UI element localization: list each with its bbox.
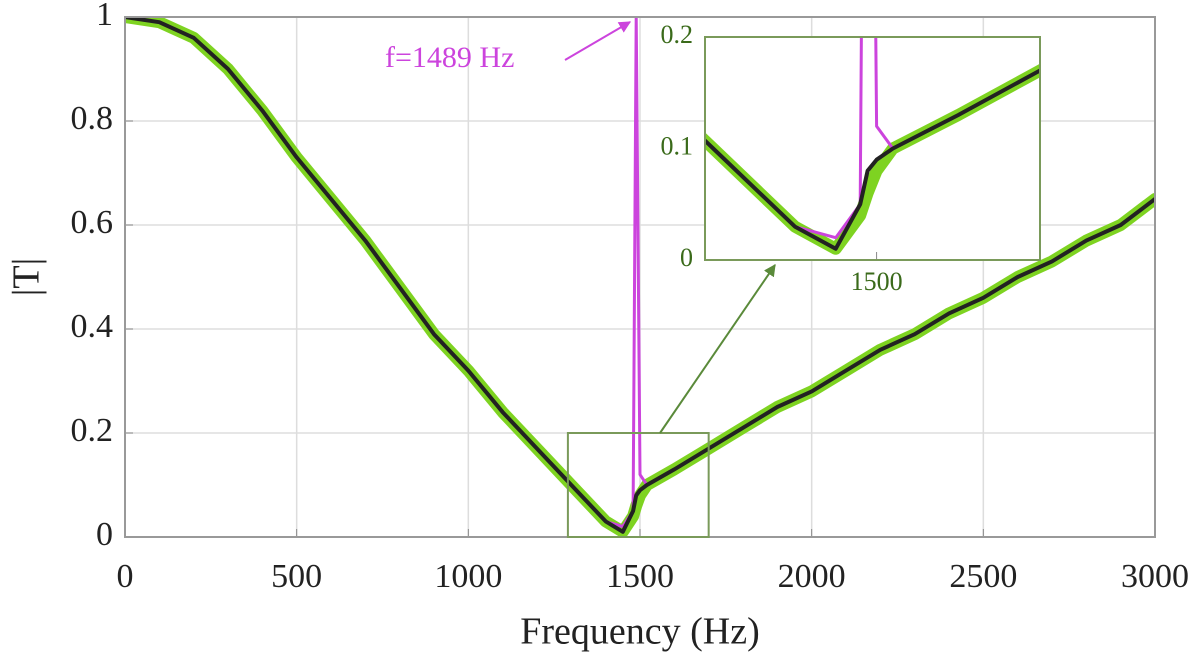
x-axis-label: Frequency (Hz)	[520, 611, 760, 653]
line-series	[125, 17, 1155, 534]
series-group	[125, 17, 1155, 537]
y-tick-label: 0.6	[71, 204, 114, 241]
y-tick-label: 0	[680, 243, 693, 272]
line-series	[705, 63, 1040, 255]
x-tick-label: 1000	[434, 558, 502, 595]
line-series	[705, 68, 1040, 251]
y-tick-label: 0.4	[71, 308, 114, 345]
zoom-arrow	[659, 264, 776, 434]
y-tick-label: 0.2	[71, 412, 114, 449]
annotation-arrow	[564, 21, 632, 61]
x-tick-label: 1500	[606, 558, 674, 595]
series-group	[705, 37, 1040, 255]
annotation: f=1489 Hz	[385, 41, 514, 74]
x-tick-label: 0	[117, 558, 134, 595]
x-tick-label: 500	[271, 558, 322, 595]
x-tick-label: 2500	[949, 558, 1017, 595]
x-tick-label: 3000	[1121, 558, 1189, 595]
plot-frame	[704, 36, 1041, 261]
y-tick-label: 1	[96, 0, 113, 33]
zoom-box	[566, 432, 710, 538]
y-tick-label: 0	[96, 516, 113, 553]
plot-background	[705, 37, 1040, 260]
x-tick-label: 2000	[778, 558, 846, 595]
y-tick-label: 0.2	[661, 20, 694, 49]
y-tick-label: 0.1	[661, 131, 694, 160]
x-tick-label: 1500	[851, 267, 903, 296]
y-axis-label: |T|	[6, 258, 48, 296]
y-tick-label: 0.8	[71, 100, 114, 137]
inset-plot: 1500 0 0.1 0.2	[661, 20, 1041, 296]
